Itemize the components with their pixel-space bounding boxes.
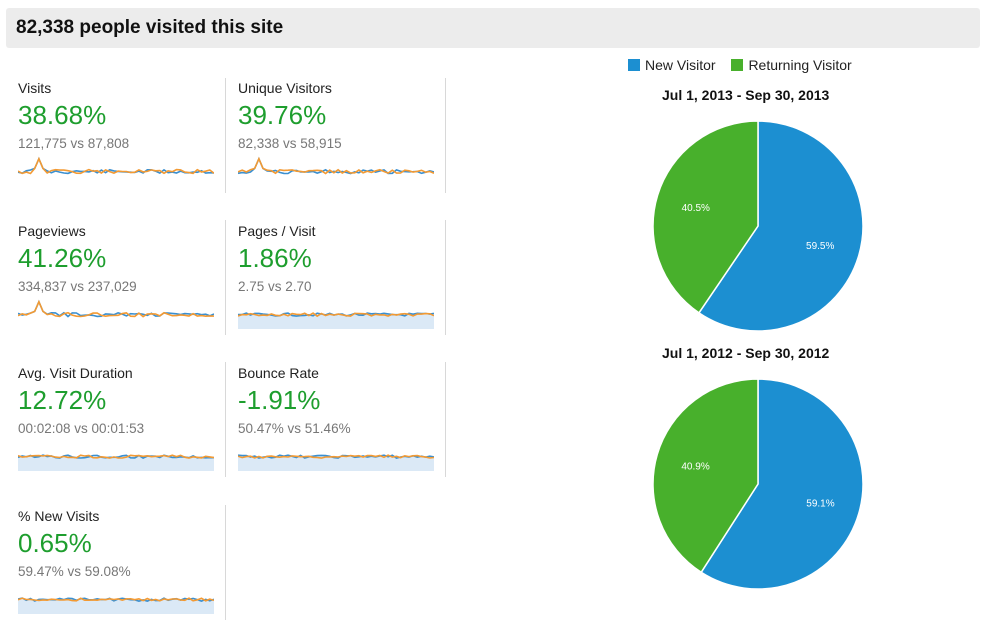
- pie-slice-returning-visitor[interactable]: [652, 120, 759, 314]
- sparkline-area: [238, 314, 434, 329]
- sparkline-previous: [18, 299, 214, 318]
- divider: [225, 505, 226, 620]
- pie-legend: New Visitor Returning Visitor: [628, 57, 864, 73]
- pie-slice-new-visitor[interactable]: [697, 120, 864, 332]
- metric-comparison: 82,338 vs 58,915: [238, 136, 342, 151]
- pie-slice-new-visitor[interactable]: [700, 378, 864, 590]
- divider: [445, 78, 446, 193]
- sparkline: [18, 156, 214, 175]
- sparkline-area: [238, 456, 434, 471]
- metric-percent: 12.72%: [18, 385, 107, 415]
- pie-slice-label: 40.9%: [681, 462, 709, 473]
- metric-name: Pages / Visit: [238, 223, 316, 239]
- metric-unique-visitors[interactable]: Unique Visitors 39.76% 82,338 vs 58,915: [238, 80, 443, 210]
- sparkline-previous: [18, 597, 214, 602]
- sparkline-current: [18, 156, 214, 175]
- pie-title-2013: Jul 1, 2013 - Sep 30, 2013: [662, 87, 830, 103]
- divider: [445, 220, 446, 335]
- metric-name: Bounce Rate: [238, 365, 319, 381]
- legend-item-new-visitor[interactable]: New Visitor: [628, 57, 716, 73]
- divider: [225, 78, 226, 193]
- divider: [445, 362, 446, 477]
- metric-percent: 41.26%: [18, 243, 107, 273]
- metric-bounce-rate[interactable]: Bounce Rate -1.91% 50.47% vs 51.46%: [238, 365, 443, 495]
- pie-chart-2012[interactable]: 59.1% 40.9%: [648, 374, 868, 594]
- metric-comparison: 334,837 vs 237,029: [18, 279, 137, 294]
- summary-banner: 82,338 people visited this site: [6, 8, 980, 48]
- metric-comparison: 50.47% vs 51.46%: [238, 421, 351, 436]
- metric-percent: 0.65%: [18, 528, 92, 558]
- metric-percent: 38.68%: [18, 100, 107, 130]
- pie-chart-2013[interactable]: 59.5% 40.5%: [648, 116, 868, 336]
- metric-comparison: 59.47% vs 59.08%: [18, 564, 131, 579]
- legend-swatch: [731, 59, 744, 71]
- metric-percent: 39.76%: [238, 100, 327, 130]
- legend-label: Returning Visitor: [748, 57, 852, 73]
- sparkline: [238, 156, 434, 175]
- metric-percent: -1.91%: [238, 385, 321, 415]
- metric-new-visits[interactable]: % New Visits 0.65% 59.47% vs 59.08%: [18, 508, 223, 630]
- sparkline-previous: [238, 312, 434, 318]
- pie-slice-label: 59.5%: [806, 241, 834, 252]
- legend-item-returning-visitor[interactable]: Returning Visitor: [731, 57, 852, 73]
- metric-comparison: 2.75 vs 2.70: [238, 279, 312, 294]
- metric-name: Visits: [18, 80, 52, 96]
- sparkline-previous: [238, 156, 434, 175]
- metric-name: Pageviews: [18, 223, 86, 239]
- metric-pageviews[interactable]: Pageviews 41.26% 334,837 vs 237,029: [18, 223, 223, 353]
- sparkline: [238, 312, 434, 329]
- metric-name: % New Visits: [18, 508, 100, 524]
- metric-comparison: 121,775 vs 87,808: [18, 136, 130, 151]
- metric-percent: 1.86%: [238, 243, 312, 273]
- sparkline: [238, 454, 434, 471]
- sparkline-previous: [18, 454, 214, 459]
- sparkline: [18, 299, 214, 318]
- metric-pages-per-visit[interactable]: Pages / Visit 1.86% 2.75 vs 2.70: [238, 223, 443, 353]
- metric-name: Unique Visitors: [238, 80, 332, 96]
- metric-name: Avg. Visit Duration: [18, 365, 133, 381]
- sparkline-previous: [238, 454, 434, 459]
- metric-comparison: 00:02:08 vs 00:01:53: [18, 421, 145, 436]
- sparkline: [18, 597, 214, 614]
- legend-label: New Visitor: [645, 57, 716, 73]
- pie-slice-label: 59.1%: [806, 498, 834, 509]
- legend-swatch: [628, 59, 640, 71]
- sparkline: [18, 454, 214, 471]
- metric-visits[interactable]: Visits 38.68% 121,775 vs 87,808: [18, 80, 223, 210]
- pie-title-2012: Jul 1, 2012 - Sep 30, 2012: [662, 345, 830, 361]
- divider: [225, 362, 226, 477]
- sparkline-previous: [18, 156, 214, 175]
- summary-title: 82,338 people visited this site: [16, 17, 284, 38]
- sparkline-area: [18, 456, 214, 471]
- divider: [225, 220, 226, 335]
- metric-avg-visit-duration[interactable]: Avg. Visit Duration 12.72% 00:02:08 vs 0…: [18, 365, 223, 495]
- pie-slice-label: 40.5%: [682, 203, 710, 214]
- sparkline-area: [18, 599, 214, 614]
- pie-slice-returning-visitor[interactable]: [652, 378, 759, 574]
